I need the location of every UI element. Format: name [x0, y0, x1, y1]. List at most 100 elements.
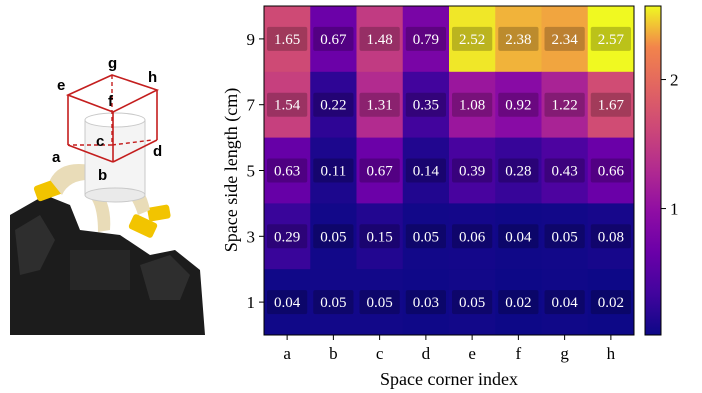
cell-label-background [498, 92, 539, 117]
cell-label-background [405, 158, 446, 183]
cell-label-background [452, 224, 493, 249]
y-axis-title: Space side length (cm) [221, 88, 242, 252]
cell-value-label: 0.05 [367, 295, 393, 311]
corner-label-a: a [52, 149, 61, 166]
y-tick-label: 9 [247, 30, 256, 49]
y-tick-label: 7 [247, 96, 256, 115]
corner-label-d: d [153, 143, 162, 160]
cell-label-background [498, 224, 539, 249]
heatmap-cell [356, 6, 404, 73]
corner-label-c: c [96, 133, 104, 150]
cell-label-background [405, 290, 446, 315]
cell-label-background [313, 92, 354, 117]
cell-label-background [544, 290, 585, 315]
cell-value-label: 0.43 [552, 164, 578, 180]
heatmap-cell [541, 269, 589, 336]
cell-label-background [359, 224, 400, 249]
cell-label-background [313, 224, 354, 249]
y-axis-ticks: 9 7 5 3 1 [247, 30, 264, 312]
cell-label-background [590, 224, 631, 249]
heatmap-cell [264, 6, 311, 73]
cell-label-background [405, 92, 446, 117]
heatmap-cell [402, 6, 450, 73]
heatmap-cell [449, 269, 496, 336]
heatmap-cell [402, 203, 450, 270]
heatmap-cell [264, 203, 311, 270]
corner-label-b: b [98, 167, 107, 184]
heatmap-cell [587, 71, 635, 139]
cell-value-label: 1.48 [367, 32, 393, 48]
cell-value-label: 0.66 [598, 164, 625, 180]
cell-label-background [590, 158, 631, 183]
corner-label-f: f [108, 93, 114, 110]
x-tick-label: a [283, 344, 291, 363]
cell-value-label: 2.52 [459, 32, 485, 48]
heatmap-cell [356, 137, 404, 204]
heatmap-cell [264, 269, 311, 336]
x-tick-label: f [516, 344, 522, 363]
heatmap-cell [402, 137, 450, 204]
corner-label-e: e [57, 77, 65, 94]
x-tick-label: c [376, 344, 384, 363]
cell-value-label: 1.65 [274, 32, 300, 48]
cell-value-label: 0.04 [274, 295, 301, 311]
cell-value-label: 0.05 [320, 295, 346, 311]
cell-label-background [590, 290, 631, 315]
heatmap-cell [356, 203, 404, 270]
cell-label-background [452, 26, 493, 51]
cell-value-label: 2.38 [505, 32, 531, 48]
cell-label-background [313, 158, 354, 183]
cell-label-background [498, 290, 539, 315]
cell-value-label: 0.11 [321, 164, 347, 180]
x-tick-label: h [607, 344, 616, 363]
cell-value-label: 1.08 [459, 98, 485, 114]
cell-value-label: 0.08 [598, 229, 624, 245]
cell-label-background [267, 92, 308, 117]
robot-photo: a b c d e f g h [10, 55, 205, 335]
heatmap-cell [587, 203, 635, 270]
cell-value-label: 2.57 [598, 32, 625, 48]
heatmap-cell [310, 137, 357, 204]
corner-label-g: g [108, 55, 117, 72]
heatmap-cell [449, 203, 496, 270]
cell-label-background [544, 158, 585, 183]
colorbar-tick-label: 1 [670, 200, 679, 219]
cell-value-label: 0.05 [413, 229, 439, 245]
heatmap-cell [310, 6, 357, 73]
heatmap-cell [541, 71, 589, 139]
cell-value-label: 1.22 [552, 98, 578, 114]
cell-label-background [544, 26, 585, 51]
heatmap-cell [310, 203, 357, 270]
cell-label-background [590, 26, 631, 51]
cell-value-label: 0.04 [552, 295, 579, 311]
y-tick-label: 1 [247, 293, 256, 312]
cell-label-background [359, 158, 400, 183]
cell-value-label: 0.39 [459, 164, 485, 180]
cell-value-label: 0.15 [367, 229, 393, 245]
cell-label-background [267, 26, 308, 51]
cell-value-label: 0.35 [413, 98, 439, 114]
cell-label-background [313, 26, 354, 51]
y-tick-label: 5 [247, 162, 256, 181]
heatmap-cell [449, 6, 496, 73]
heatmap-cell [587, 6, 635, 73]
x-axis-ticks: a b c d e f g h [283, 335, 616, 363]
heatmap-cell [402, 269, 450, 336]
heatmap-cell [310, 269, 357, 336]
cell-value-label: 0.06 [459, 229, 486, 245]
cell-label-background [452, 290, 493, 315]
x-tick-label: e [468, 344, 476, 363]
x-axis-title: Space corner index [380, 369, 518, 389]
heatmap-cell [495, 269, 542, 336]
cell-value-label: 0.03 [413, 295, 439, 311]
heatmap-cell [264, 71, 311, 139]
cell-value-label: 0.05 [320, 229, 346, 245]
cell-label-background [267, 290, 308, 315]
corner-label-h: h [148, 69, 157, 86]
cell-label-background [359, 92, 400, 117]
heatmap-cell [356, 269, 404, 336]
cell-label-background [452, 92, 493, 117]
heatmap-cell [541, 137, 589, 204]
cell-label-background [452, 158, 493, 183]
heatmap: 1.65 0.67 1.48 0.79 2.52 2.38 2.34 2.57 1.54 0.22… [264, 6, 635, 336]
